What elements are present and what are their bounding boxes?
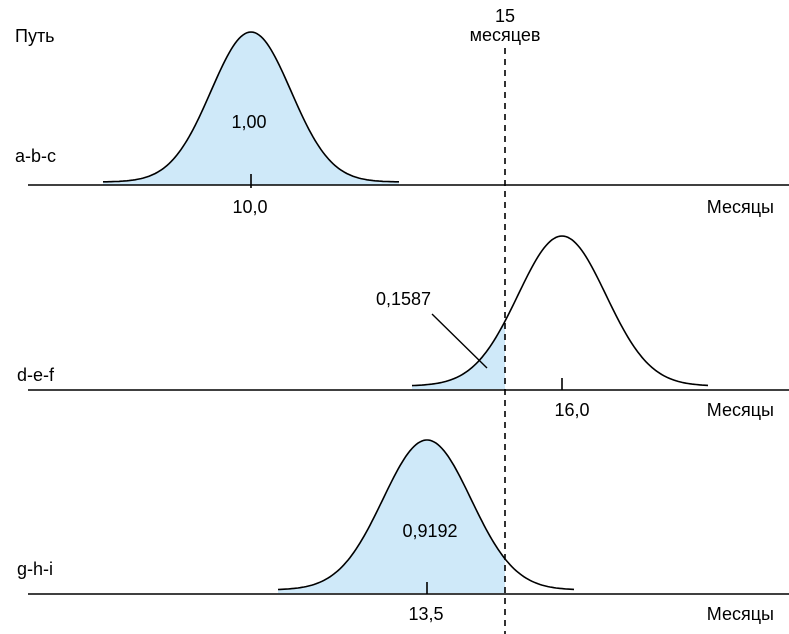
mean-label-abc: 10,0 [232, 197, 267, 217]
probability-label-def: 0,1587 [376, 289, 431, 309]
mean-label-def: 16,0 [554, 400, 589, 420]
path-label-def: d-e-f [17, 365, 55, 385]
probability-label-ghi: 0,9192 [402, 521, 457, 541]
distribution-curve-ghi [277, 439, 575, 591]
probability-label-abc: 1,00 [231, 112, 266, 132]
probability-area-def [412, 321, 505, 389]
distribution-curve-def [411, 235, 709, 387]
path-column-header: Путь [15, 26, 55, 46]
mean-label-ghi: 13,5 [408, 604, 443, 624]
axis-unit-label-def: Месяцы [707, 400, 774, 420]
panel-def: d-e-f 0,1587 16,0 Месяцы [17, 235, 789, 420]
axis-unit-label-ghi: Месяцы [707, 604, 774, 624]
probability-area-ghi [278, 440, 505, 593]
axis-unit-label-abc: Месяцы [707, 197, 774, 217]
panel-ghi: g-h-i 0,9192 13,5 Месяцы [17, 439, 789, 624]
probability-area-abc [103, 32, 399, 185]
distribution-curve-abc [103, 31, 399, 183]
path-label-abc: a-b-c [15, 146, 56, 166]
path-label-ghi: g-h-i [17, 559, 53, 579]
probability-leader-line-def [431, 313, 488, 369]
deadline-value-label: 15 [495, 6, 515, 26]
deadline-unit-label: месяцев [470, 25, 541, 45]
panel-abc: a-b-c 1,00 10,0 Месяцы [15, 31, 789, 217]
